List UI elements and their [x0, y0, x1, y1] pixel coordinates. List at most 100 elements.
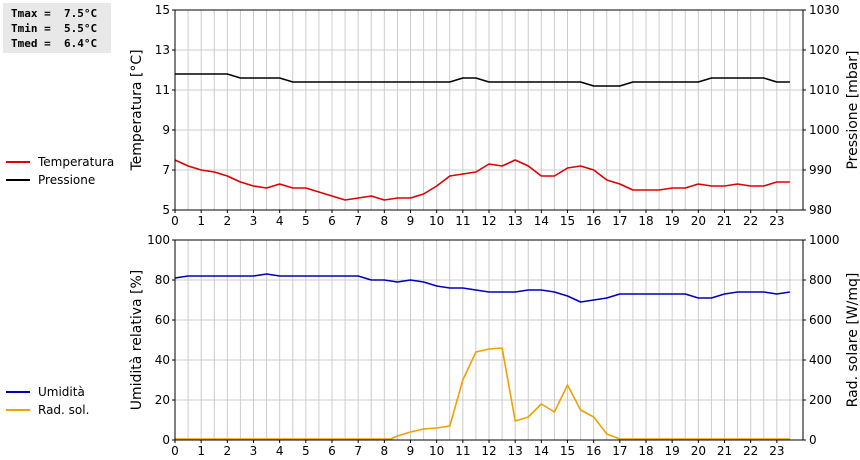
x-tick-label: 19 [665, 214, 680, 228]
y-axis-label: Umidità relativa [%] [129, 270, 145, 411]
x-tick-label: 17 [612, 444, 627, 458]
stat-tmin: Tmin = 5.5°C [11, 22, 98, 35]
x-tick-label: 21 [717, 214, 732, 228]
x-tick-label: 7 [354, 214, 362, 228]
x-tick-label: 6 [328, 444, 336, 458]
x-tick-label: 8 [381, 444, 389, 458]
legend-swatch [6, 161, 30, 163]
y-tick-label: 60 [155, 313, 170, 327]
y-tick-label: 80 [155, 273, 170, 287]
x-tick-label: 20 [691, 444, 706, 458]
y2-tick-label: 980 [809, 203, 832, 217]
x-tick-label: 1 [197, 444, 205, 458]
y2-tick-label: 800 [809, 273, 832, 287]
x-tick-label: 10 [429, 214, 444, 228]
y2-tick-label: 1000 [809, 123, 840, 137]
x-tick-label: 2 [224, 214, 232, 228]
series-line-rad-sol [175, 347, 790, 440]
x-tick-label: 9 [407, 214, 415, 228]
y-tick-label: 15 [155, 3, 170, 17]
legend-swatch [6, 409, 30, 411]
stats-box: Tmax = 7.5°C Tmin = 5.5°C Tmed = 6.4°C [3, 3, 111, 53]
y2-axis-label: Rad. solare [W/mq] [845, 273, 860, 408]
series-line-pressione [175, 73, 790, 87]
x-tick-label: 9 [407, 444, 415, 458]
x-tick-label: 23 [769, 214, 784, 228]
x-tick-label: 4 [276, 444, 284, 458]
x-tick-label: 15 [560, 444, 575, 458]
x-tick-label: 13 [508, 444, 523, 458]
y-tick-label: 9 [162, 123, 170, 137]
x-tick-label: 22 [743, 214, 758, 228]
y2-tick-label: 1030 [809, 3, 840, 17]
x-tick-label: 10 [429, 444, 444, 458]
x-tick-label: 11 [455, 444, 470, 458]
x-tick-label: 5 [302, 214, 310, 228]
x-tick-label: 7 [354, 444, 362, 458]
x-tick-label: 22 [743, 444, 758, 458]
x-tick-label: 23 [769, 444, 784, 458]
x-tick-label: 11 [455, 214, 470, 228]
x-tick-label: 12 [481, 444, 496, 458]
y2-tick-label: 400 [809, 353, 832, 367]
y-tick-label: 7 [162, 163, 170, 177]
y-tick-label: 5 [162, 203, 170, 217]
legend-bottom: Umidità Rad. sol. [6, 383, 89, 419]
legend-label: Umidità [38, 385, 85, 399]
legend-label: Temperatura [38, 155, 115, 169]
x-tick-label: 3 [250, 214, 258, 228]
legend-swatch [6, 391, 30, 393]
chart-panel-2: 0 1 2 3 4 5 6 7 8 9 10 11 12 13 14 15 16 17 18 19 20 21 22 2302… [129, 233, 860, 458]
legend-item-rad-sol: Rad. sol. [6, 401, 89, 419]
x-tick-label: 15 [560, 214, 575, 228]
x-tick-label: 18 [638, 444, 653, 458]
y2-tick-label: 200 [809, 393, 832, 407]
y-tick-label: 11 [155, 83, 170, 97]
x-tick-label: 16 [586, 444, 601, 458]
x-tick-label: 19 [665, 444, 680, 458]
legend-item-pressione: Pressione [6, 171, 114, 189]
x-tick-label: 6 [328, 214, 336, 228]
y-tick-label: 40 [155, 353, 170, 367]
x-tick-label: 3 [250, 444, 258, 458]
y2-tick-label: 1020 [809, 43, 840, 57]
legend-label: Pressione [38, 173, 96, 187]
chart-panel-1: 0 1 2 3 4 5 6 7 8 9 10 11 12 13 14 15 16 17 18 19 20 21 22 2357… [129, 3, 860, 228]
y2-tick-label: 990 [809, 163, 832, 177]
y-tick-label: 20 [155, 393, 170, 407]
x-tick-label: 14 [534, 444, 549, 458]
y2-axis-label: Pressione [mbar] [845, 50, 860, 169]
y2-tick-label: 1010 [809, 83, 840, 97]
y-tick-label: 100 [147, 233, 170, 247]
x-tick-label: 8 [381, 214, 389, 228]
legend-item-umidita: Umidità [6, 383, 89, 401]
x-tick-label: 12 [481, 214, 496, 228]
x-tick-label: 18 [638, 214, 653, 228]
series-line-umidit [174, 273, 791, 303]
legend-item-temperatura: Temperatura [6, 153, 114, 171]
x-tick-label: 0 [171, 214, 179, 228]
x-tick-label: 1 [197, 214, 205, 228]
y2-tick-label: 1000 [809, 233, 840, 247]
x-tick-label: 13 [508, 214, 523, 228]
y-tick-label: 0 [162, 433, 170, 447]
x-tick-label: 21 [717, 444, 732, 458]
legend-label: Rad. sol. [38, 403, 90, 417]
y2-tick-label: 600 [809, 313, 832, 327]
x-tick-label: 16 [586, 214, 601, 228]
x-tick-label: 5 [302, 444, 310, 458]
y2-tick-label: 0 [809, 433, 817, 447]
legend-top: Temperatura Pressione [6, 153, 114, 189]
y-tick-label: 13 [155, 43, 170, 57]
x-tick-label: 20 [691, 214, 706, 228]
legend-swatch [6, 179, 30, 181]
x-tick-label: 0 [171, 444, 179, 458]
x-tick-label: 4 [276, 214, 284, 228]
y-axis-label: Temperatura [°C] [129, 49, 145, 171]
stat-tmed: Tmed = 6.4°C [11, 37, 98, 50]
x-tick-label: 14 [534, 214, 549, 228]
x-tick-label: 17 [612, 214, 627, 228]
x-tick-label: 2 [224, 444, 232, 458]
series-line-temperatura [174, 159, 790, 201]
